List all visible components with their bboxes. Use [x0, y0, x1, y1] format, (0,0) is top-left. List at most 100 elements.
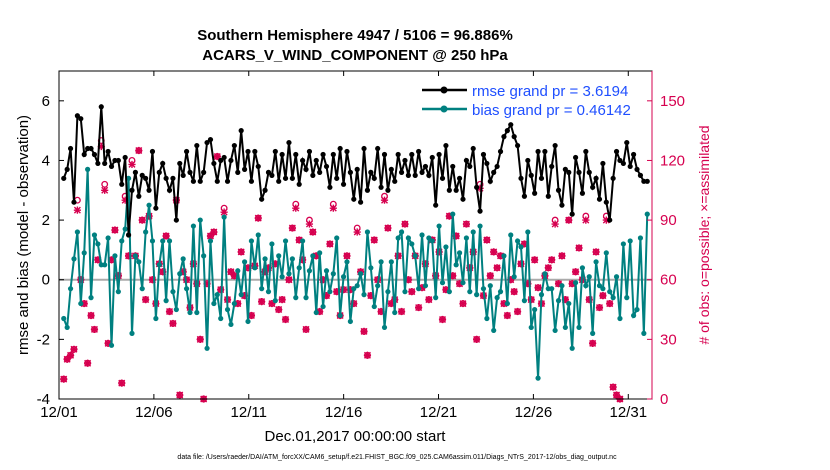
assimilated-obs-marker [486, 272, 494, 280]
assimilated-obs-marker [421, 260, 430, 268]
bias-point [583, 283, 589, 289]
rmse-point [443, 142, 449, 149]
assimilated-obs-marker [554, 280, 563, 288]
bias-point [525, 229, 531, 235]
rmse-point [552, 142, 558, 149]
bias-point [61, 315, 67, 322]
rmse-point [467, 163, 473, 170]
bias-point [269, 241, 275, 247]
rmse-point [105, 148, 111, 155]
assimilated-obs-marker [377, 307, 385, 316]
rmse-point [197, 178, 203, 184]
rmse-point [303, 166, 309, 172]
y-tick-label: 2 [42, 212, 50, 229]
rmse-point [235, 169, 241, 175]
bias-point [644, 211, 650, 217]
assimilated-obs-marker [397, 307, 406, 316]
assimilated-obs-marker [90, 325, 99, 334]
assimilated-obs-marker [237, 248, 245, 256]
assimilated-obs-marker [459, 299, 467, 308]
assimilated-obs-marker [142, 296, 150, 304]
assimilated-obs-marker [517, 260, 525, 268]
bias-point [634, 306, 640, 313]
bias-point [306, 268, 313, 274]
y2-tick-label: 150 [660, 93, 685, 110]
assimilated-obs-marker [258, 297, 266, 306]
rmse-point [603, 199, 609, 205]
rmse-point [528, 172, 534, 178]
y2-tick-label: 120 [660, 152, 685, 169]
bias-point [620, 241, 626, 247]
assimilated-obs-marker [148, 276, 157, 284]
rmse-point [484, 160, 490, 167]
rmse-point [631, 151, 637, 158]
bias-point [371, 303, 377, 310]
rmse-point [392, 178, 398, 184]
assimilated-obs-marker [490, 248, 498, 256]
rmse-point [228, 157, 234, 164]
assimilated-obs-marker [561, 296, 569, 304]
bias-point [419, 232, 425, 238]
bias-point [433, 295, 439, 301]
rmse-point [538, 175, 545, 181]
rmse-point [358, 199, 364, 205]
assimilated-obs-marker [107, 256, 116, 264]
rmse-point [620, 160, 626, 167]
assimilated-obs-marker [240, 292, 249, 300]
rmse-point [334, 175, 340, 181]
x-tick-label: 12/31 [610, 404, 648, 421]
y2-tick-label: 0 [660, 391, 668, 408]
assimilated-obs-marker [565, 216, 573, 224]
rmse-point [634, 166, 640, 172]
bias-point [248, 238, 255, 244]
rmse-line [62, 106, 648, 236]
assimilated-obs-marker [418, 284, 426, 292]
bias-point [426, 235, 432, 241]
rmse-point [95, 160, 101, 167]
bias-point [535, 375, 541, 381]
bias-point [272, 298, 278, 304]
bias-point [224, 306, 231, 313]
assimilated-obs-marker [507, 276, 515, 284]
rmse-point [330, 151, 336, 158]
assimilated-obs-marker [438, 315, 447, 324]
assimilated-obs-marker [548, 256, 556, 264]
rmse-point [245, 148, 251, 155]
rmse-point [470, 145, 476, 152]
assimilated-obs-marker [87, 311, 95, 320]
rmse-point [173, 217, 179, 223]
bias-point [603, 250, 609, 256]
x-tick-label: 12/21 [420, 404, 458, 421]
rmse-point [149, 148, 156, 155]
bias-point [67, 286, 74, 292]
rmse-point [153, 205, 159, 211]
rmse-point [214, 178, 220, 184]
rmse-point [514, 142, 521, 149]
bias-point [173, 306, 179, 313]
bias-point [320, 303, 326, 310]
bias-point [183, 286, 190, 292]
rmse-point [398, 169, 405, 175]
rmse-point [300, 157, 306, 164]
rmse-point [259, 196, 265, 202]
rmse-point [549, 163, 555, 170]
bias-point [501, 253, 507, 259]
rmse-point [88, 145, 94, 152]
bias-point [385, 289, 391, 295]
assimilated-obs-marker [176, 391, 184, 399]
bias-point [480, 286, 487, 292]
rmse-point [555, 187, 562, 193]
bias-point [64, 324, 70, 331]
rmse-point [293, 151, 299, 158]
bias-point [600, 286, 606, 292]
data-file-footnote: data file: /Users/raeder/DAI/ATM_forcXX/… [177, 454, 617, 461]
chart-title-line1: Southern Hemisphere 4947 / 5106 = 96.886… [197, 27, 513, 44]
bias-point [354, 283, 360, 289]
rmse-point [91, 151, 98, 158]
bias-point [214, 292, 220, 298]
y2-axis-label: # of obs: o=possible; ×=assimilated [696, 125, 712, 344]
bias-point [402, 289, 408, 295]
assimilated-obs-marker [101, 186, 109, 194]
legend-bias-label: bias grand pr = 0.46142 [472, 102, 631, 119]
assimilated-obs-marker [172, 196, 180, 204]
